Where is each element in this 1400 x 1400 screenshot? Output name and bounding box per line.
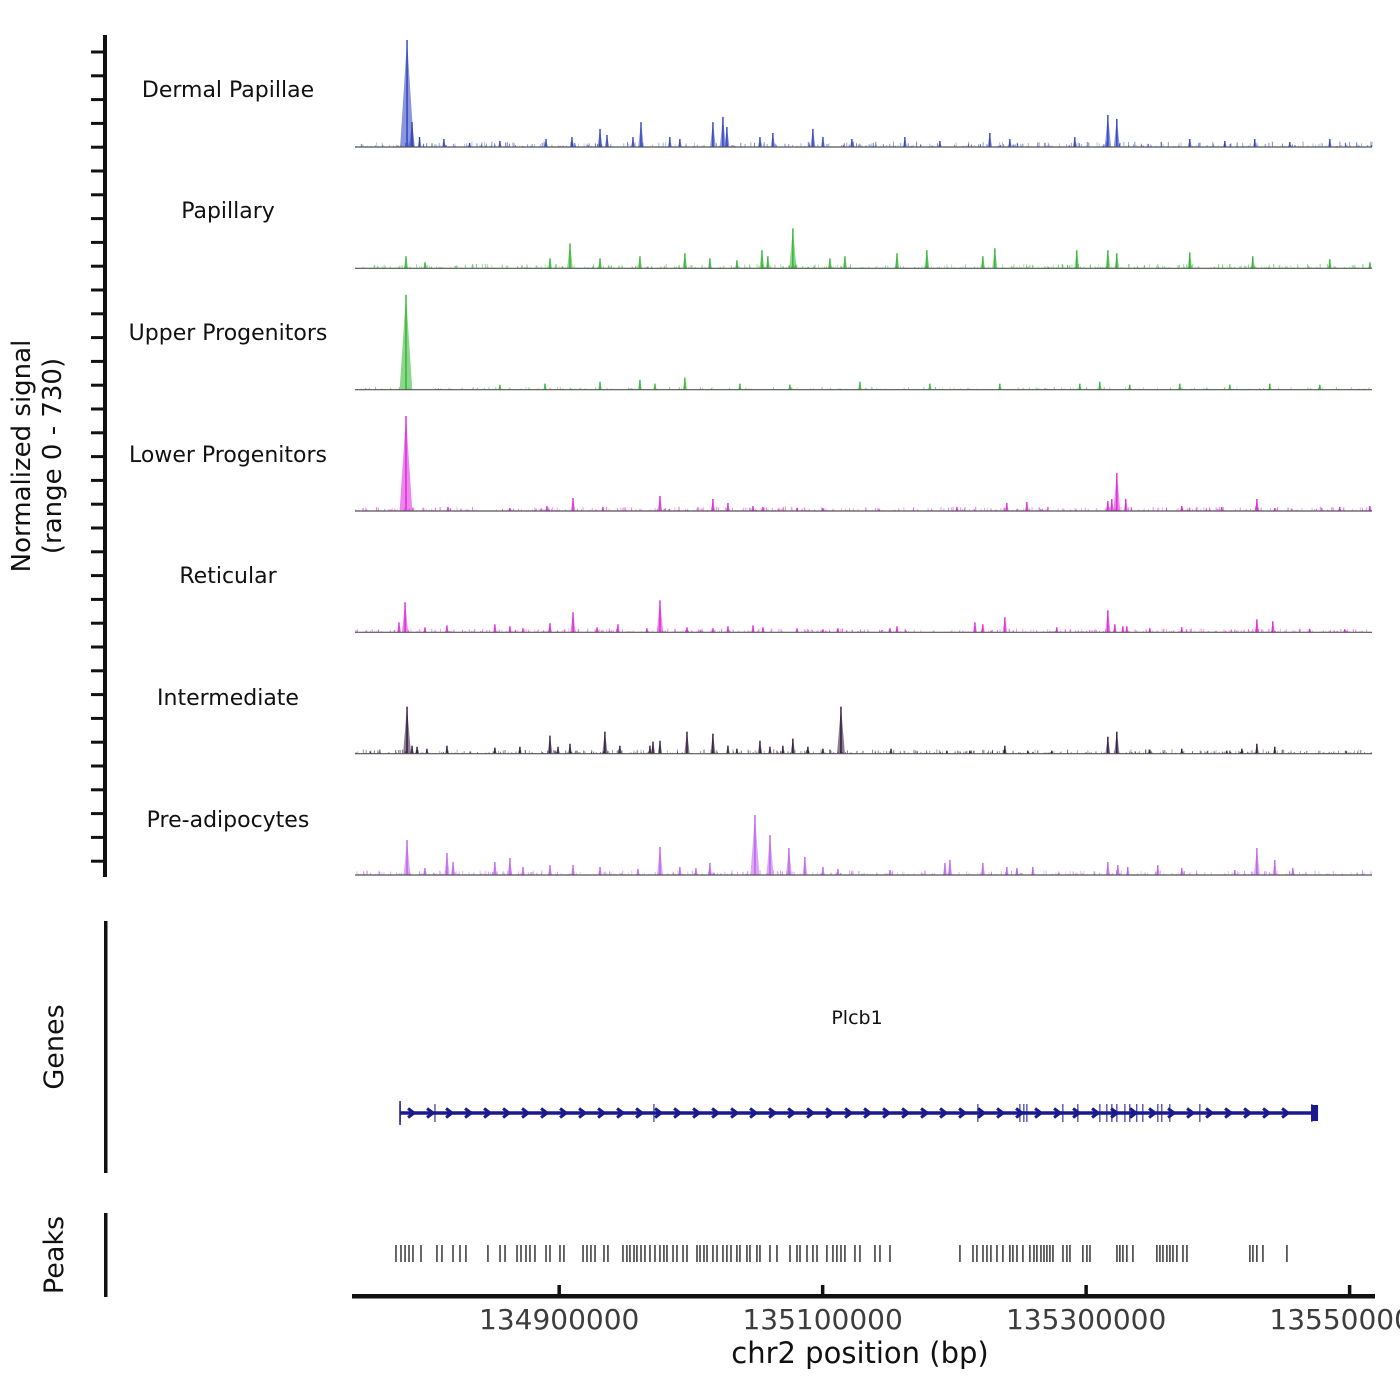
x-axis-title: chr2 position (bp) (731, 1336, 989, 1370)
y-axis-label-line2: (range 0 - 730) (38, 357, 68, 555)
genes-sidebar-label: Genes (39, 1004, 70, 1090)
track-label-reticular: Reticular (179, 564, 277, 589)
track-label-pre-adipocytes: Pre-adipocytes (146, 808, 310, 833)
track-label-papillary: Papillary (181, 199, 275, 224)
gene-name-plcb1: Plcb1 (831, 1007, 883, 1029)
track-label-upper-progenitors: Upper Progenitors (128, 321, 328, 346)
y-axis-label: Normalized signal (range 0 - 730) (7, 31, 69, 881)
track-label-dermal-papillae: Dermal Papillae (141, 78, 315, 103)
x-tick-label: 135100000 (742, 1303, 903, 1336)
x-tick-label: 134900000 (479, 1303, 640, 1336)
peaks-sidebar-label: Peaks (39, 1215, 70, 1295)
track-label-intermediate: Intermediate (157, 686, 299, 711)
x-tick-label: 135500000 (1269, 1303, 1400, 1336)
track-label-lower-progenitors: Lower Progenitors (129, 443, 327, 468)
x-tick-label: 135300000 (1005, 1303, 1167, 1336)
y-axis-label-line1: Normalized signal (7, 339, 37, 573)
